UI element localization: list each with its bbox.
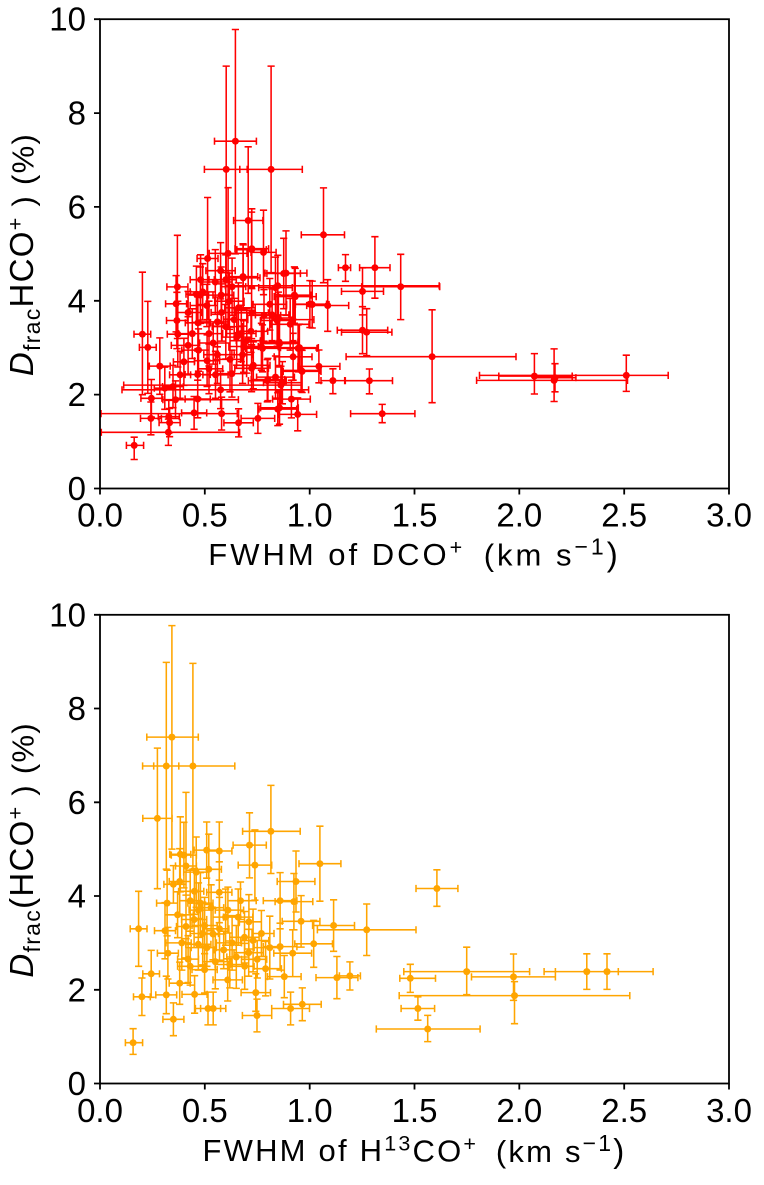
svg-text:1.5: 1.5	[392, 1092, 438, 1129]
svg-text:0.0: 0.0	[77, 1092, 123, 1129]
svg-text:6: 6	[68, 188, 86, 225]
svg-text:10: 10	[49, 596, 86, 633]
svg-text:0: 0	[68, 1065, 86, 1102]
svg-text:8: 8	[68, 95, 86, 132]
svg-text:2: 2	[68, 376, 86, 413]
svg-text:1.0: 1.0	[287, 497, 333, 534]
svg-text:3.0: 3.0	[706, 497, 752, 534]
svg-text:DfracHCO+ ) (%): DfracHCO+ ) (%)	[3, 133, 45, 376]
svg-text:0.5: 0.5	[182, 497, 228, 534]
svg-text:1.0: 1.0	[287, 1092, 333, 1129]
svg-text:2.0: 2.0	[496, 1092, 542, 1129]
svg-text:2.5: 2.5	[601, 1092, 647, 1129]
svg-text:2.0: 2.0	[496, 497, 542, 534]
svg-text:0: 0	[68, 470, 86, 507]
svg-text:Dfrac(HCO+ ) (%): Dfrac(HCO+ ) (%)	[3, 722, 45, 978]
svg-text:4: 4	[68, 282, 86, 319]
svg-text:1.5: 1.5	[392, 497, 438, 534]
svg-text:2.5: 2.5	[601, 497, 647, 534]
svg-text:0.5: 0.5	[182, 1092, 228, 1129]
svg-text:10: 10	[49, 1, 86, 38]
svg-text:4: 4	[68, 878, 86, 915]
svg-text:2: 2	[68, 971, 86, 1008]
svg-text:8: 8	[68, 690, 86, 727]
svg-text:3.0: 3.0	[706, 1092, 752, 1129]
svg-text:FWHM of H13CO+ (km s−1): FWHM of H13CO+ (km s−1)	[203, 1130, 627, 1169]
svg-text:FWHM of DCO+ (km s−1): FWHM of DCO+ (km s−1)	[208, 534, 620, 573]
svg-text:6: 6	[68, 784, 86, 821]
svg-text:0.0: 0.0	[77, 497, 123, 534]
